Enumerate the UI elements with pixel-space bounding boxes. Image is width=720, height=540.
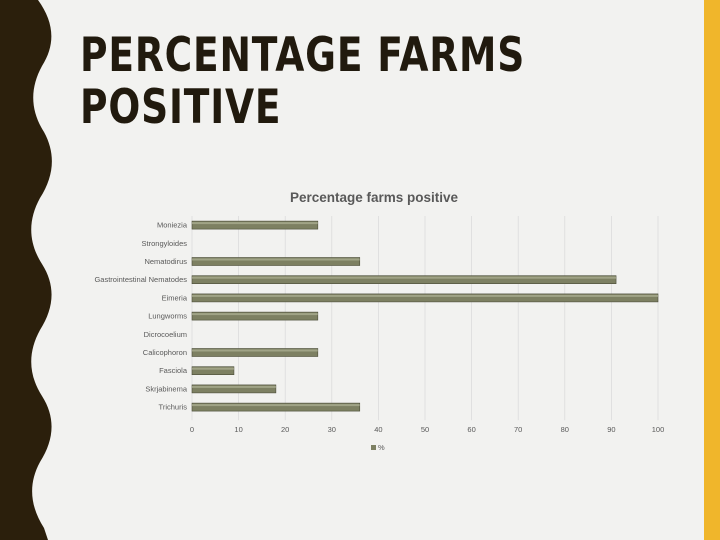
- slide-title-line-1: PERCENTAGE FARMS: [80, 28, 526, 83]
- bar-chart: Percentage farms positive Moniezia Strong…: [94, 190, 664, 452]
- bar-highlight: [192, 258, 360, 261]
- bars: [191, 220, 659, 412]
- category-label: Gastrointestinal Nematodes: [94, 275, 187, 284]
- bar-highlight: [192, 313, 318, 316]
- bar-highlight: [192, 349, 318, 352]
- x-tick-label: 20: [281, 425, 289, 434]
- bar-highlight: [192, 385, 276, 388]
- category-label: Calicophoron: [143, 348, 187, 357]
- category-label: Lungworms: [148, 312, 187, 321]
- category-label: Trichuris: [159, 403, 188, 412]
- bar: [191, 220, 319, 230]
- x-tick-labels: 0 10 20 30 40 50 60 70 80 90 100: [190, 425, 664, 434]
- chart-title: Percentage farms positive: [290, 190, 459, 205]
- bar: [191, 402, 361, 412]
- x-tick-label: 40: [374, 425, 382, 434]
- slide-title-line-2: POSITIVE: [80, 80, 282, 135]
- bar: [191, 384, 277, 394]
- legend-label: %: [378, 443, 385, 452]
- category-label: Moniezia: [157, 221, 188, 230]
- bar: [191, 366, 235, 375]
- bar-highlight: [192, 222, 318, 225]
- bar: [191, 275, 617, 284]
- bar: [191, 257, 361, 266]
- bar-highlight: [192, 276, 617, 279]
- category-labels: Moniezia Strongyloides Nematodirus Gastroin…: [94, 221, 187, 412]
- bar-highlight: [192, 404, 360, 407]
- legend-swatch: [371, 445, 376, 450]
- x-tick-label: 60: [467, 425, 475, 434]
- category-label: Nematodirus: [144, 257, 187, 266]
- category-label: Strongyloides: [142, 239, 188, 248]
- legend: %: [371, 443, 385, 452]
- x-tick-label: 10: [234, 425, 242, 434]
- grid-lines: [191, 216, 659, 421]
- category-label: Dicrocoelium: [144, 330, 187, 339]
- x-tick-label: 90: [607, 425, 615, 434]
- left-decorative-band: [0, 0, 52, 540]
- bar: [191, 311, 319, 321]
- category-label: Skrjabinema: [145, 384, 188, 393]
- bar: [191, 348, 319, 357]
- bar-highlight: [192, 294, 658, 297]
- x-tick-label: 80: [561, 425, 569, 434]
- x-tick-label: 50: [421, 425, 429, 434]
- x-tick-label: 70: [514, 425, 522, 434]
- slide-title: PERCENTAGE FARMS POSITIVE: [80, 30, 528, 134]
- x-tick-label: 100: [652, 425, 665, 434]
- bar-highlight: [192, 367, 234, 370]
- x-tick-label: 30: [328, 425, 336, 434]
- category-label: Eimeria: [162, 293, 188, 302]
- bar: [191, 293, 659, 303]
- category-label: Fasciola: [159, 366, 188, 375]
- x-tick-label: 0: [190, 425, 194, 434]
- right-accent-band: [704, 0, 720, 540]
